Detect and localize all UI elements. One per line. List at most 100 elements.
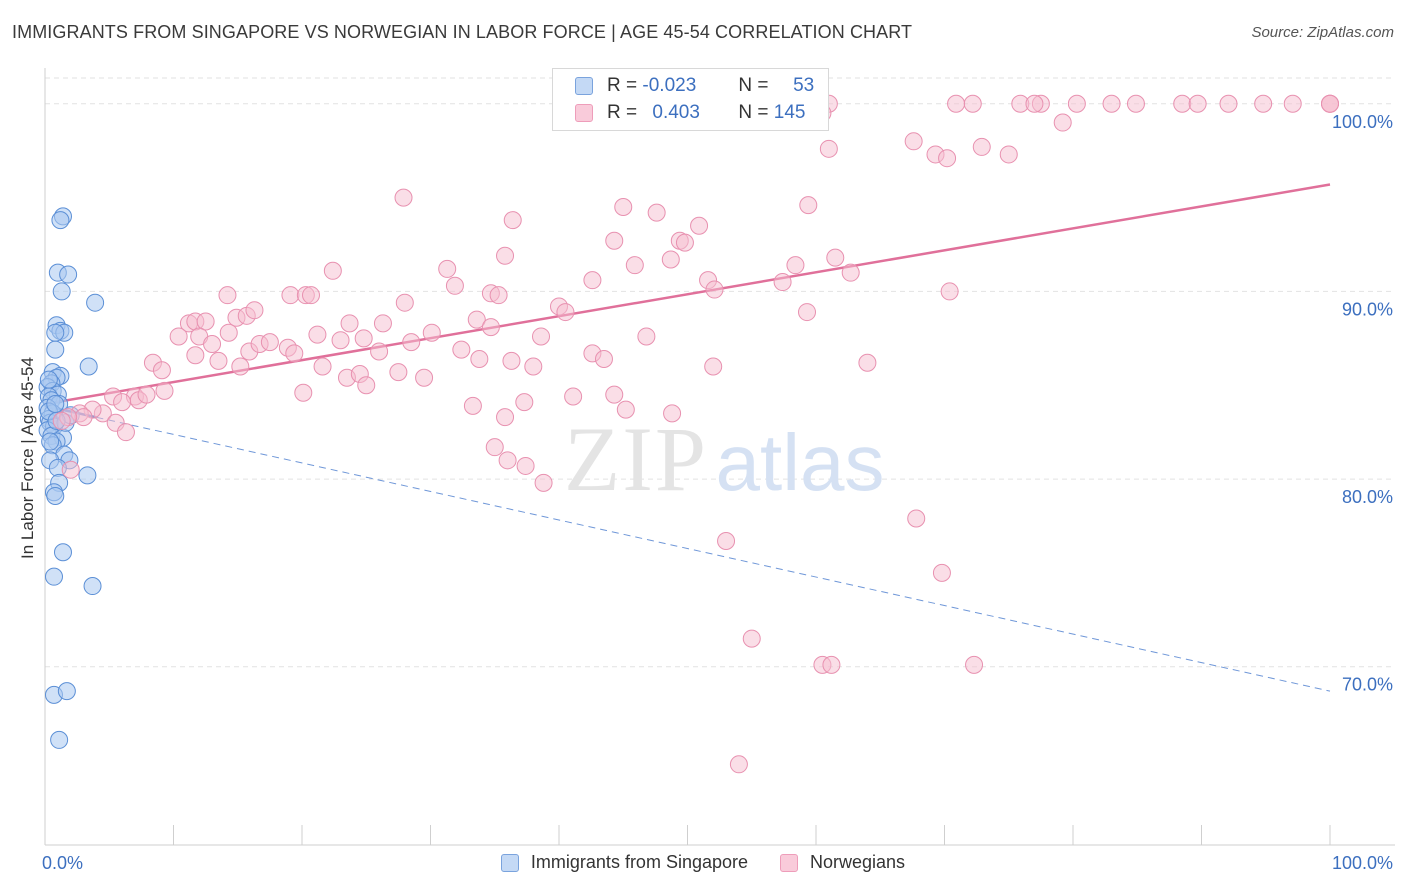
legend-swatch-blue	[500, 853, 519, 872]
watermark-atlas: atlas	[716, 418, 885, 507]
data-point	[704, 357, 723, 376]
data-point	[219, 323, 238, 342]
data-point	[799, 196, 818, 215]
y-tick-label: 100.0%	[1332, 112, 1393, 132]
data-point	[395, 293, 414, 312]
data-point	[938, 149, 957, 168]
data-point	[583, 271, 602, 290]
data-point	[394, 188, 413, 207]
data-point	[605, 385, 624, 404]
data-point	[786, 256, 805, 275]
data-point	[340, 314, 359, 333]
legend-r-label: R =	[607, 102, 638, 123]
data-point	[972, 137, 991, 156]
data-point	[663, 404, 682, 423]
data-point	[46, 340, 65, 359]
legend-row-norwegians: R = 0.403 N = 145	[575, 100, 805, 126]
data-point	[1025, 94, 1044, 113]
data-point	[169, 327, 188, 346]
x-tick-label-min: 0.0%	[42, 853, 83, 873]
data-point	[841, 263, 860, 282]
data-point	[485, 438, 504, 457]
tick-labels: 70.0% 80.0% 90.0% 100.0% 0.0% 100.0%	[42, 112, 1393, 873]
data-point	[605, 231, 624, 250]
legend-label-singapore: Immigrants from Singapore	[530, 852, 749, 872]
data-point	[218, 286, 237, 305]
legend-label-norwegians: Norwegians	[810, 852, 906, 872]
trend-line-singapore-dashed	[96, 416, 1331, 692]
legend-item-singapore: Immigrants from Singapore	[500, 852, 749, 873]
x-tick-label-max: 100.0%	[1332, 853, 1393, 873]
data-point	[438, 259, 457, 278]
data-point	[354, 329, 373, 348]
data-point	[74, 408, 93, 427]
data-point	[41, 432, 60, 451]
data-point	[113, 393, 132, 412]
watermark: ZIP atlas	[564, 408, 884, 510]
data-point	[616, 400, 635, 419]
data-point	[625, 256, 644, 275]
legend-r-label: R =	[607, 75, 638, 96]
data-point	[46, 323, 65, 342]
data-point	[245, 301, 264, 320]
data-point	[52, 411, 71, 430]
data-point	[389, 363, 408, 382]
data-point	[52, 282, 71, 301]
data-point	[301, 286, 320, 305]
series-norwegians	[52, 94, 1339, 774]
data-point	[675, 233, 694, 252]
data-point	[647, 203, 666, 222]
correlation-legend: R = -0.023 N = 53 R = 0.403 N = 145	[552, 68, 829, 131]
data-point	[515, 393, 534, 412]
data-point	[357, 376, 376, 395]
data-point	[231, 357, 250, 376]
data-point	[932, 563, 951, 582]
data-point	[1254, 94, 1273, 113]
data-point	[534, 473, 553, 492]
data-point	[281, 286, 300, 305]
data-point	[963, 94, 982, 113]
data-point	[516, 456, 535, 475]
data-point	[1219, 94, 1238, 113]
data-point	[53, 543, 72, 562]
data-point	[78, 466, 97, 485]
data-point	[285, 344, 304, 363]
data-point	[904, 132, 923, 151]
data-point	[503, 211, 522, 230]
trend-line-norwegians	[44, 183, 1331, 406]
data-point	[502, 351, 521, 370]
data-point	[690, 216, 709, 235]
data-point	[742, 629, 761, 648]
data-point	[44, 567, 63, 586]
data-point	[467, 310, 486, 329]
data-point	[1173, 94, 1192, 113]
data-point	[445, 276, 464, 295]
data-point	[1321, 94, 1339, 113]
data-point	[308, 325, 327, 344]
y-tick-label: 90.0%	[1342, 299, 1393, 319]
data-point	[729, 755, 748, 774]
data-point	[1283, 94, 1302, 113]
data-point	[137, 385, 156, 404]
data-point	[61, 460, 80, 479]
data-point	[858, 353, 877, 372]
data-point	[1102, 94, 1121, 113]
data-point	[822, 655, 841, 674]
data-point	[481, 318, 500, 337]
data-point	[79, 357, 98, 376]
data-point	[564, 387, 583, 406]
data-point	[463, 396, 482, 415]
data-point	[717, 532, 736, 551]
data-point	[155, 381, 174, 400]
data-point	[46, 395, 65, 414]
data-point	[705, 280, 724, 299]
data-point	[498, 451, 517, 470]
data-point	[947, 94, 966, 113]
data-point	[294, 383, 313, 402]
data-point	[1053, 113, 1072, 132]
data-point	[313, 357, 332, 376]
y-tick-label: 80.0%	[1342, 487, 1393, 507]
data-point	[489, 286, 508, 305]
data-point	[524, 357, 543, 376]
data-point	[39, 370, 58, 389]
